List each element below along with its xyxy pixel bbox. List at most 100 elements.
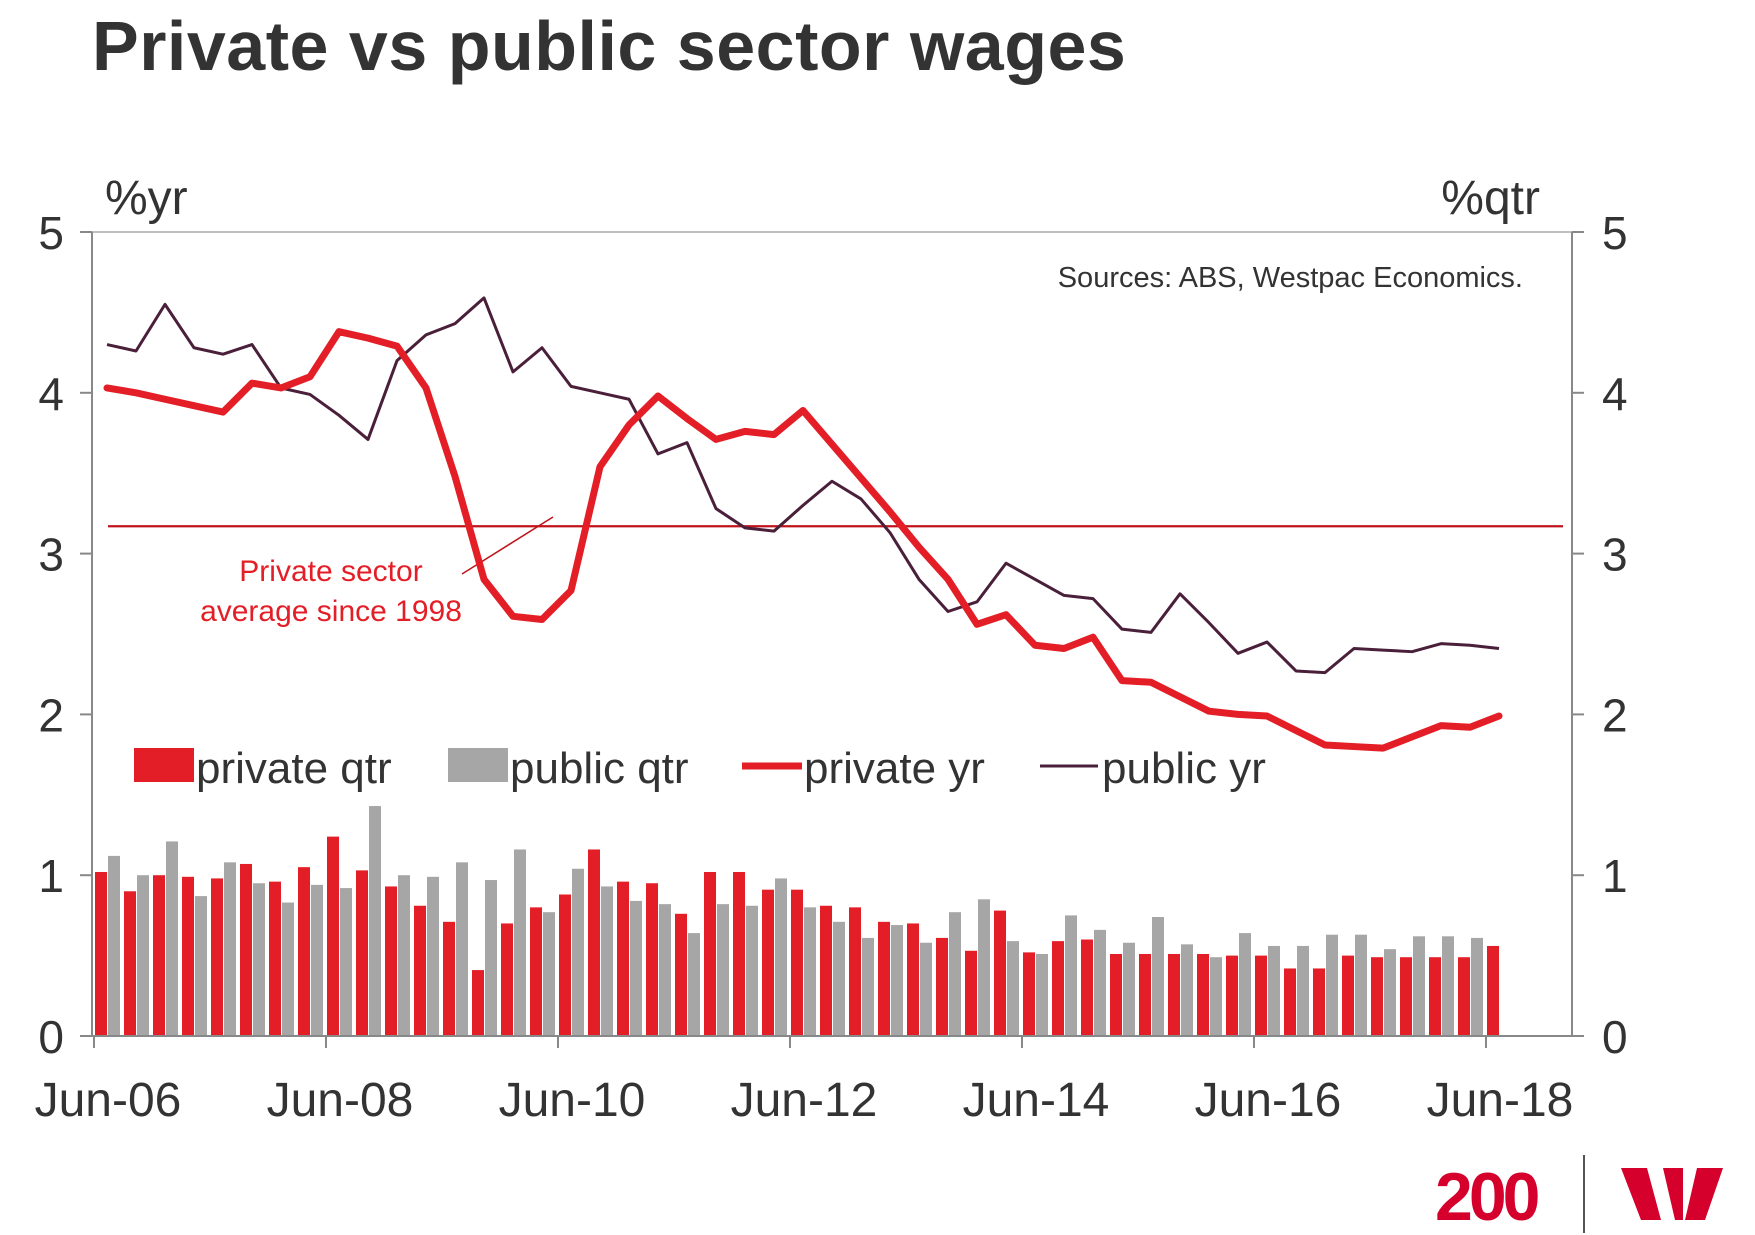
private-qtr-bar — [443, 921, 455, 1036]
private-qtr-bar — [1429, 957, 1441, 1036]
public-qtr-bar — [398, 875, 410, 1036]
public-qtr-bar — [775, 878, 787, 1036]
private-qtr-bar — [849, 907, 861, 1036]
right-y-tick-label: 4 — [1602, 368, 1628, 420]
right-y-tick-label: 5 — [1602, 207, 1628, 259]
right-y-tick-label: 3 — [1602, 529, 1628, 581]
private-qtr-bar — [1168, 953, 1180, 1036]
legend-swatch-public-qtr — [448, 748, 508, 782]
public-qtr-bar — [1442, 936, 1454, 1036]
private-qtr-bar — [1052, 941, 1064, 1036]
public-qtr-bar — [746, 905, 758, 1036]
public-qtr-bar — [514, 849, 526, 1036]
public-qtr-bar — [804, 907, 816, 1036]
public-qtr-bar — [108, 855, 120, 1036]
bars-layer — [95, 806, 1499, 1036]
private-qtr-bar — [385, 886, 397, 1036]
legend-label: public qtr — [510, 744, 689, 793]
westpac-w-icon — [1621, 1168, 1723, 1220]
private-qtr-bar — [994, 910, 1006, 1036]
public-qtr-bar — [1355, 934, 1367, 1036]
private-qtr-bar — [1226, 955, 1238, 1036]
right-y-tick-label: 0 — [1602, 1011, 1628, 1063]
private-qtr-bar — [1284, 968, 1296, 1036]
private-qtr-bar — [1139, 953, 1151, 1036]
x-tick-label: Jun-12 — [731, 1074, 878, 1127]
private-qtr-bar — [1110, 953, 1122, 1036]
private-yr-line — [103, 328, 1503, 752]
x-tick-label: Jun-06 — [35, 1074, 182, 1127]
private-qtr-bar — [1081, 939, 1093, 1036]
public-qtr-bar — [1152, 917, 1164, 1036]
public-qtr-bar — [543, 912, 555, 1036]
reference-label-line1: Private sector — [239, 555, 422, 588]
private-qtr-bar — [1255, 955, 1267, 1036]
private-qtr-bar — [1023, 952, 1035, 1036]
page-title: Private vs public sector wages — [92, 7, 1127, 85]
left-y-tick-label: 2 — [38, 689, 64, 741]
public-qtr-bar — [1239, 933, 1251, 1036]
private-qtr-bar — [472, 970, 484, 1036]
private-qtr-bar — [1197, 953, 1209, 1036]
private-qtr-bar — [124, 891, 136, 1036]
private-qtr-bar — [791, 889, 803, 1036]
public-qtr-bar — [949, 912, 961, 1036]
x-tick-label: Jun-14 — [963, 1074, 1110, 1127]
public-qtr-bar — [427, 876, 439, 1036]
legend-label: private yr — [804, 744, 985, 793]
public-qtr-bar — [1326, 934, 1338, 1036]
private-qtr-bar — [530, 907, 542, 1036]
public-qtr-bar — [601, 886, 613, 1036]
private-qtr-bar — [153, 875, 165, 1036]
public-qtr-bar — [311, 884, 323, 1036]
private-qtr-bar — [936, 937, 948, 1036]
westpac-200-logo: 200 — [1435, 1155, 1723, 1235]
private-qtr-bar — [965, 950, 977, 1036]
x-tick-label: Jun-08 — [267, 1074, 414, 1127]
public-qtr-bar — [1471, 937, 1483, 1036]
private-qtr-bar — [617, 881, 629, 1036]
public-qtr-bar — [1413, 936, 1425, 1036]
x-tick-label: Jun-16 — [1195, 1074, 1342, 1127]
public-qtr-bar — [1297, 945, 1309, 1036]
public-qtr-bar — [572, 868, 584, 1036]
legend-label: public yr — [1102, 744, 1266, 793]
public-qtr-bar — [485, 880, 497, 1036]
public-qtr-bar — [1181, 944, 1193, 1036]
axes-layer — [80, 231, 1584, 1048]
left-axis-unit-label: %yr — [105, 172, 188, 225]
logo-200-text: 200 — [1435, 1159, 1539, 1235]
public-qtr-bar — [1210, 957, 1222, 1036]
logo-divider — [1583, 1155, 1585, 1233]
public-qtr-bar — [1036, 953, 1048, 1036]
public-qtr-bar — [369, 806, 381, 1036]
private-qtr-bar — [878, 921, 890, 1036]
legend-label: private qtr — [196, 744, 392, 793]
legend-swatch-private-qtr — [134, 748, 194, 782]
private-qtr-bar — [1487, 945, 1499, 1036]
private-qtr-bar — [298, 867, 310, 1036]
left-y-tick-label: 5 — [38, 207, 64, 259]
public-qtr-bar — [253, 883, 265, 1036]
public-qtr-bar — [630, 900, 642, 1036]
private-qtr-bar — [559, 894, 571, 1036]
x-tick-label: Jun-18 — [1427, 1074, 1574, 1127]
private-qtr-bar — [211, 878, 223, 1036]
public-qtr-bar — [978, 899, 990, 1036]
private-qtr-bar — [95, 871, 107, 1036]
public-qtr-bar — [891, 925, 903, 1036]
private-qtr-bar — [907, 923, 919, 1036]
public-qtr-bar — [224, 862, 236, 1036]
public-qtr-bar — [920, 942, 932, 1036]
private-qtr-bar — [1313, 968, 1325, 1036]
public-qtr-bar — [456, 862, 468, 1036]
public-qtr-bar — [166, 841, 178, 1036]
public-qtr-bar — [1268, 945, 1280, 1036]
private-qtr-bar — [327, 836, 339, 1036]
public-qtr-bar — [659, 904, 671, 1036]
left-y-tick-label: 0 — [38, 1011, 64, 1063]
private-qtr-bar — [269, 881, 281, 1036]
reference-label-line2: average since 1998 — [200, 595, 462, 628]
left-y-tick-label: 3 — [38, 529, 64, 581]
source-note: Sources: ABS, Westpac Economics. — [1058, 262, 1523, 294]
